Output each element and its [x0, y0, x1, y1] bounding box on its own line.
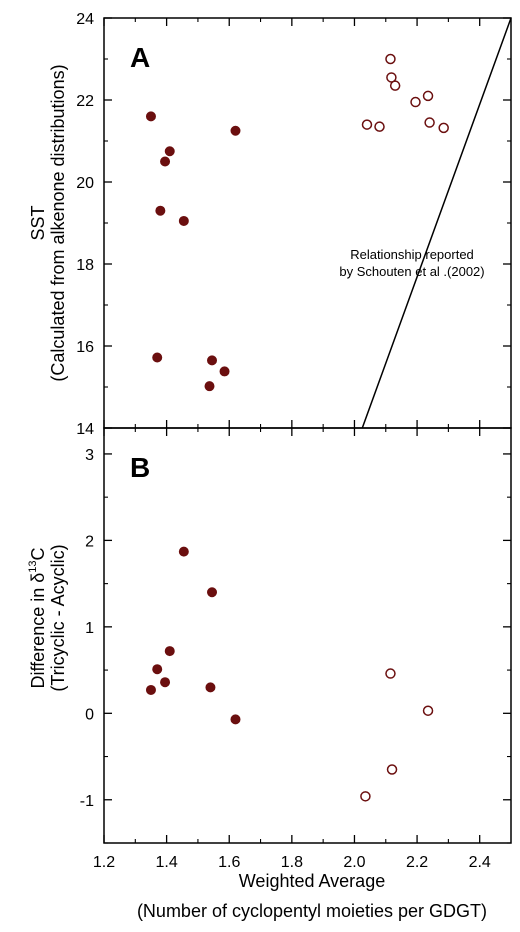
point-b-filled-2	[164, 646, 175, 657]
x-tick-label-5: 2.2	[406, 854, 428, 871]
reference-line-label-line1: Relationship reported	[350, 247, 474, 262]
reference-line	[361, 17, 512, 429]
panel-b-ylabel-main: Difference in δ	[28, 573, 48, 689]
panel-b-ylabel-after-sup: C	[28, 548, 48, 561]
point-a-open-3	[422, 90, 434, 102]
point-b-open-3	[360, 791, 371, 802]
panel-b-ylabel-superscript: 13	[27, 561, 39, 573]
point-a-filled-5	[178, 215, 189, 226]
y-tick-label-a-1: 16	[76, 339, 94, 356]
y-tick-label-a-2: 18	[76, 257, 94, 274]
x-axis-title-line2: (Number of cyclopentyl moieties per GDGT…	[137, 901, 487, 921]
point-a-filled-0	[145, 111, 156, 122]
point-a-filled-4	[155, 205, 166, 216]
x-tick-label-3: 1.8	[281, 854, 303, 871]
y-tick-label-a-4: 22	[76, 93, 94, 110]
panel-a-ylabel-line1: SST	[28, 205, 48, 240]
point-b-filled-7	[230, 714, 241, 725]
point-b-open-1	[422, 705, 434, 716]
panel-b-frame	[103, 427, 512, 844]
y-tick-label-a-0: 14	[76, 421, 94, 438]
panel-a-label: A	[130, 42, 150, 73]
point-a-open-2	[389, 80, 401, 91]
point-a-open-6	[410, 96, 421, 108]
panel-b-ylabel-line2: (Tricyclic - Acyclic)	[48, 544, 68, 691]
point-a-open-5	[374, 121, 385, 132]
point-a-filled-3	[230, 125, 241, 136]
point-b-filled-1	[207, 587, 218, 598]
point-b-open-2	[386, 764, 398, 775]
point-a-open-8	[438, 122, 449, 134]
point-b-open-0	[385, 668, 396, 679]
panel-a-ylabel-line2: (Calculated from alkenone distributions)	[48, 64, 68, 381]
point-a-filled-1	[164, 146, 175, 157]
panel-a-layer: 14 16 18 20 22 24	[76, 11, 512, 438]
point-a-open-4	[361, 119, 373, 130]
point-a-filled-7	[207, 355, 218, 366]
point-a-filled-6	[152, 352, 163, 363]
point-b-filled-3	[152, 664, 163, 675]
point-a-filled-9	[204, 381, 215, 392]
y-tick-label-b-3: 2	[85, 533, 94, 550]
point-a-open-0	[385, 53, 396, 65]
x-tick-label-0: 1.2	[93, 854, 115, 871]
x-tick-label-6: 2.4	[469, 854, 491, 871]
point-b-filled-4	[160, 677, 171, 688]
y-tick-label-b-2: 1	[85, 620, 94, 637]
reference-line-label-line2: by Schouten et al .(2002)	[339, 264, 484, 279]
panel-b-ylabel-line1: Difference in δ13C	[27, 548, 48, 689]
y-tick-label-b-1: 0	[85, 706, 94, 723]
x-axis-title-line1: Weighted Average	[239, 871, 385, 891]
x-tick-label-4: 2.0	[343, 854, 365, 871]
panel-a-frame	[103, 17, 512, 429]
y-tick-label-b-0: -1	[80, 793, 94, 810]
point-b-filled-0	[178, 546, 189, 557]
panel-b-layer: 1.2 1.4 1.6 1.8 2.0 2.2 2.4 -1 0 1 2 3	[80, 428, 511, 871]
point-b-filled-6	[205, 682, 216, 693]
point-a-filled-8	[219, 366, 230, 377]
panel-b-label: B	[130, 452, 150, 483]
point-a-filled-2	[160, 156, 171, 167]
point-b-filled-5	[145, 684, 156, 695]
y-tick-label-a-3: 20	[76, 175, 94, 192]
point-a-open-1	[386, 72, 397, 83]
x-tick-label-2: 1.6	[218, 854, 240, 871]
point-a-open-7	[424, 117, 435, 128]
x-tick-label-1: 1.4	[155, 854, 177, 871]
y-tick-label-a-5: 24	[76, 11, 94, 28]
y-tick-label-b-4: 3	[85, 447, 94, 464]
